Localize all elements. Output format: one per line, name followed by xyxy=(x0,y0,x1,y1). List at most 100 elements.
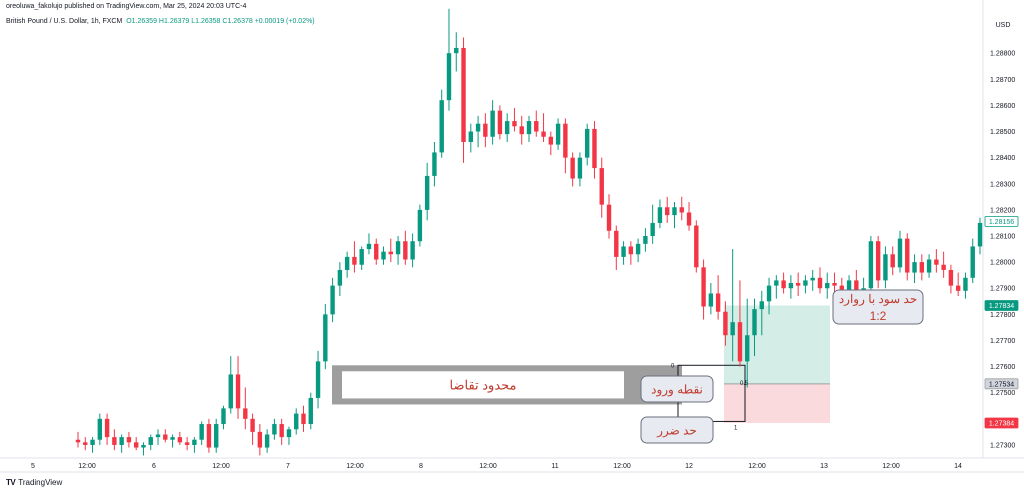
candle-body xyxy=(184,442,190,445)
candle-body xyxy=(90,439,95,445)
x-tick-label: 12:00 xyxy=(479,463,497,470)
candle-body xyxy=(359,249,364,265)
price-badge xyxy=(984,417,1019,429)
take-profit-callout-box xyxy=(832,289,924,325)
price-badge-label: 1.27534 xyxy=(989,381,1014,388)
candle-body xyxy=(606,204,612,231)
y-tick-label: 1.28500 xyxy=(990,129,1015,136)
price-badge xyxy=(984,378,1019,390)
candle-body xyxy=(432,152,437,176)
candle-body xyxy=(75,439,81,443)
price-badge xyxy=(984,215,1019,227)
x-tick-label: 5 xyxy=(31,463,35,470)
candle-body xyxy=(730,322,735,336)
x-tick-label: 14 xyxy=(954,463,962,470)
candle-body xyxy=(570,157,575,179)
stop-loss-callout: حد ضرر xyxy=(640,416,714,444)
fib-level-0: 0 xyxy=(671,363,675,369)
candle-body xyxy=(788,283,794,289)
candle-body xyxy=(817,277,823,289)
candle-body xyxy=(417,209,423,242)
candle-body xyxy=(657,207,663,223)
candle-body xyxy=(424,175,430,210)
candle-body xyxy=(883,254,888,281)
price-badge xyxy=(984,300,1019,311)
candle-body xyxy=(919,262,925,273)
candle-body xyxy=(519,126,524,135)
candle-body xyxy=(584,128,590,158)
candle-body xyxy=(497,110,503,135)
candle-body xyxy=(781,280,786,289)
y-tick-label: 1.28200 xyxy=(990,207,1015,214)
x-tick-label: 13 xyxy=(820,463,828,470)
candle-body xyxy=(104,418,110,438)
candle-body xyxy=(643,236,648,244)
tradingview-brand: TradingView xyxy=(18,478,63,487)
candle-body xyxy=(745,335,750,362)
candle-body xyxy=(592,128,597,169)
candle-body xyxy=(926,259,932,273)
candle-body xyxy=(526,121,532,135)
tradingview-footer[interactable]: TV TradingView xyxy=(6,478,62,487)
candle-body xyxy=(599,168,604,205)
candle-body xyxy=(977,222,983,247)
entry-callout-box xyxy=(640,375,714,403)
x-tick-label: 12 xyxy=(685,463,693,470)
entry-callout: نقطه ورود xyxy=(640,375,714,403)
y-tick-label: 1.27800 xyxy=(990,312,1015,319)
take-profit-callout-text: حد سود با روارد xyxy=(839,292,917,306)
candle-body xyxy=(846,280,852,291)
y-tick-label: 1.27300 xyxy=(990,442,1015,449)
candle-body xyxy=(737,322,743,362)
candle-body xyxy=(635,243,641,255)
candle-body xyxy=(228,374,233,409)
candle-body xyxy=(337,269,343,286)
candle-body xyxy=(381,251,386,260)
candle-body xyxy=(461,47,466,142)
candle-body xyxy=(446,53,452,101)
candle-body xyxy=(286,429,292,438)
candle-body xyxy=(264,434,270,448)
candle-body xyxy=(83,442,88,445)
candle-body xyxy=(672,207,677,216)
candle-body xyxy=(868,241,874,289)
candle-body xyxy=(279,424,284,438)
candle-body xyxy=(825,283,830,289)
ohlc-change: +0.00019 (+0.02%) xyxy=(254,18,315,25)
candle-body xyxy=(344,256,350,270)
candle-body xyxy=(163,434,168,440)
candle-body xyxy=(330,285,335,315)
publisher-line: oreoluwa_fakolujo published on TradingVi… xyxy=(6,3,247,10)
demand-zone-label: محدود تقاضا xyxy=(449,377,516,393)
candle-body xyxy=(395,241,401,255)
price-badge-label: 1.28156 xyxy=(989,219,1014,226)
stop-loss-callout-text: حد ضرر xyxy=(656,424,697,438)
tradingview-logo-icon: TV xyxy=(6,478,16,487)
candle-body xyxy=(235,374,241,409)
symbol-info: British Pound / U.S. Dollar, 1h, FXCM O1… xyxy=(6,18,315,25)
candle-body xyxy=(701,267,706,307)
candle-body xyxy=(410,241,415,260)
candle-body xyxy=(563,123,568,158)
candle-body xyxy=(941,264,946,270)
candle-body xyxy=(388,251,393,255)
candle-body xyxy=(948,269,954,286)
demand-zone-label-box xyxy=(342,371,624,399)
candle-body xyxy=(955,285,961,291)
candle-body xyxy=(475,123,481,132)
candle-body xyxy=(832,283,837,286)
candle-body xyxy=(723,311,728,336)
entry-callout-text: نقطه ورود xyxy=(651,383,703,397)
ohlc-close: C1.26378 xyxy=(222,18,253,25)
candle-body xyxy=(548,136,554,145)
x-tick-label: 12:00 xyxy=(748,463,766,470)
y-tick-label: 1.28100 xyxy=(990,234,1015,241)
candle-body xyxy=(839,285,844,291)
candle-body xyxy=(875,241,881,281)
y-tick-label: 1.27600 xyxy=(990,364,1015,371)
take-profit-callout-text: 1:2 xyxy=(870,309,887,323)
candle-body xyxy=(141,444,146,448)
y-tick-label: 1.27900 xyxy=(990,286,1015,293)
